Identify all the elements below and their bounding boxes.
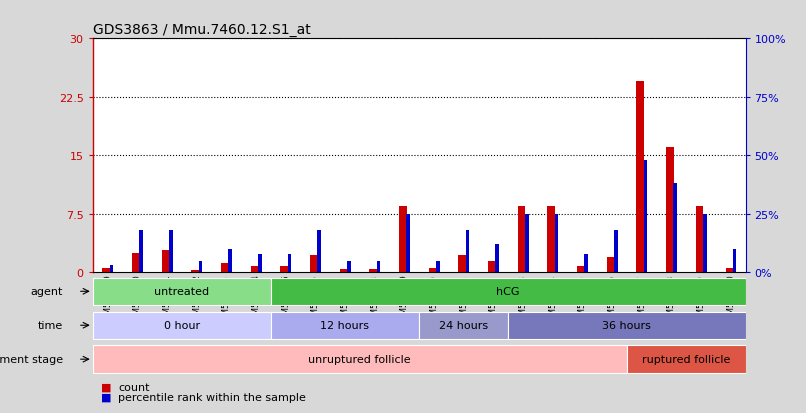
Bar xyxy=(347,261,351,273)
Bar xyxy=(508,312,746,339)
Bar xyxy=(162,251,169,273)
Text: agent: agent xyxy=(31,287,63,297)
Bar xyxy=(419,312,508,339)
Bar xyxy=(459,256,466,273)
Bar xyxy=(340,269,347,273)
Bar xyxy=(132,253,139,273)
Bar xyxy=(496,244,499,273)
Bar xyxy=(251,266,258,273)
Bar xyxy=(703,214,707,273)
Text: time: time xyxy=(38,320,63,330)
Bar xyxy=(674,184,677,273)
Bar xyxy=(696,206,704,273)
Bar xyxy=(644,161,647,273)
Text: 24 hours: 24 hours xyxy=(439,320,488,330)
Text: GDS3863 / Mmu.7460.12.S1_at: GDS3863 / Mmu.7460.12.S1_at xyxy=(93,23,310,37)
Bar xyxy=(369,269,377,273)
Text: 0 hour: 0 hour xyxy=(164,320,200,330)
Text: ruptured follicle: ruptured follicle xyxy=(642,354,730,364)
Bar xyxy=(614,230,617,273)
Bar xyxy=(93,346,627,373)
Bar xyxy=(725,269,733,273)
Bar xyxy=(436,261,439,273)
Text: untreated: untreated xyxy=(154,287,210,297)
Bar xyxy=(288,254,291,273)
Bar xyxy=(169,230,172,273)
Bar xyxy=(667,148,674,273)
Bar xyxy=(637,82,644,273)
Bar xyxy=(525,214,529,273)
Bar xyxy=(584,254,588,273)
Bar xyxy=(93,312,271,339)
Bar xyxy=(406,214,410,273)
Text: 12 hours: 12 hours xyxy=(321,320,369,330)
Text: hCG: hCG xyxy=(496,287,520,297)
Bar xyxy=(93,278,271,305)
Bar xyxy=(555,214,559,273)
Bar xyxy=(607,257,614,273)
Bar xyxy=(198,261,202,273)
Bar xyxy=(627,346,746,373)
Bar xyxy=(310,256,318,273)
Text: percentile rank within the sample: percentile rank within the sample xyxy=(118,392,306,402)
Bar xyxy=(517,206,526,273)
Bar xyxy=(221,263,228,273)
Bar xyxy=(280,266,288,273)
Text: ■: ■ xyxy=(101,392,111,402)
Bar xyxy=(110,266,113,273)
Bar xyxy=(466,230,469,273)
Text: development stage: development stage xyxy=(0,354,63,364)
Bar xyxy=(271,278,746,305)
Bar xyxy=(102,269,110,273)
Text: unruptured follicle: unruptured follicle xyxy=(309,354,411,364)
Bar xyxy=(139,230,143,273)
Bar xyxy=(733,249,737,273)
Bar xyxy=(271,312,419,339)
Bar xyxy=(577,266,584,273)
Bar xyxy=(191,270,199,273)
Bar xyxy=(228,249,232,273)
Bar xyxy=(376,261,380,273)
Text: 36 hours: 36 hours xyxy=(602,320,651,330)
Text: ■: ■ xyxy=(101,382,111,392)
Bar xyxy=(399,206,406,273)
Text: count: count xyxy=(118,382,150,392)
Bar xyxy=(318,230,321,273)
Bar xyxy=(258,254,261,273)
Bar xyxy=(488,261,496,273)
Bar xyxy=(547,206,555,273)
Bar xyxy=(429,269,436,273)
